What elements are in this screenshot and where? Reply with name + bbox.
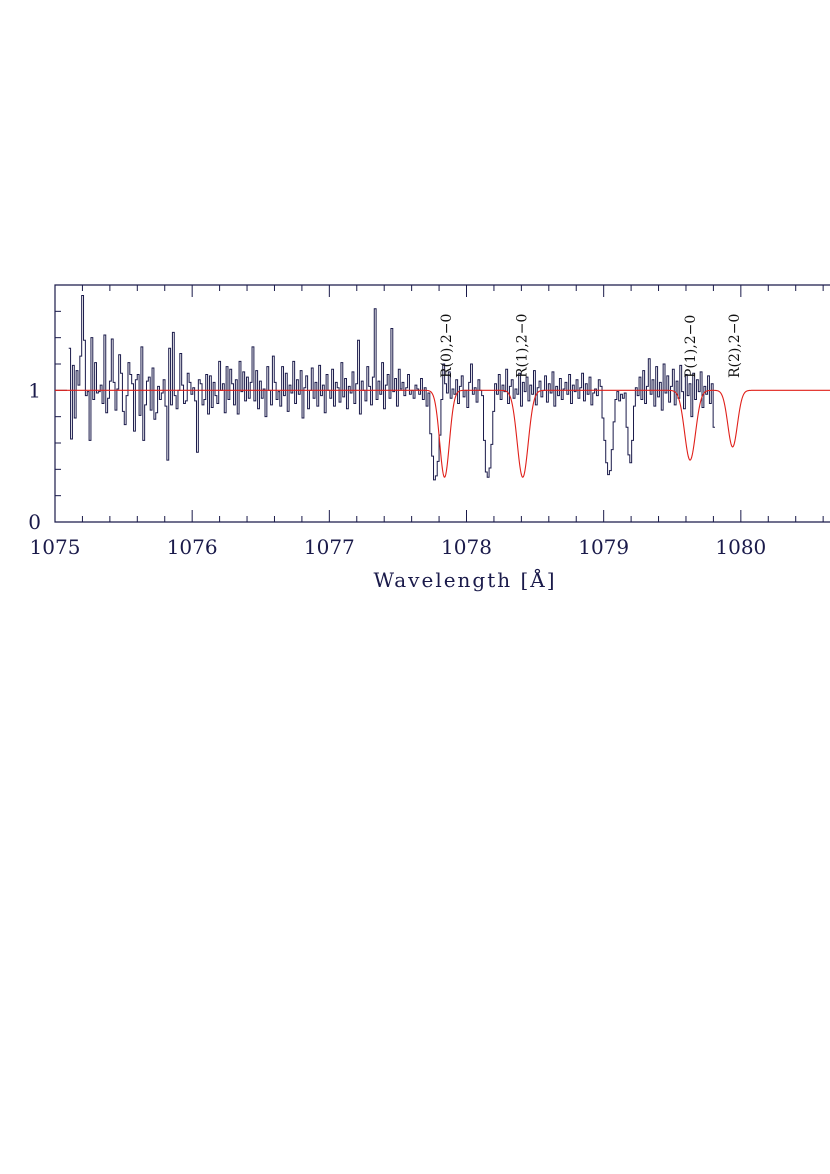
line-label: R(1),2−0 [514, 314, 530, 378]
model-series [55, 389, 830, 478]
line-label: R(2),2−0 [727, 314, 743, 378]
x-tick-label: 1075 [30, 535, 81, 559]
observed-spectrum-line [68, 295, 715, 481]
x-axis-title: Wavelength [Å] [373, 567, 556, 592]
axes-box [54, 284, 830, 523]
data-series [68, 295, 715, 481]
line-annotations: R(0),2−0 R(1),2−0 P(1),2−0 R(2),2−0 [439, 314, 743, 378]
x-tick-label: 1077 [304, 535, 355, 559]
x-tick-labels: 1075 1076 1077 1078 1079 1080 [30, 535, 767, 559]
model-fit-line [55, 389, 830, 478]
y-tick-labels: 01 [28, 378, 41, 534]
y-tick-label: 0 [28, 510, 41, 534]
y-ticks [55, 284, 67, 523]
x-tick-label: 1076 [167, 535, 218, 559]
plot-frame [54, 284, 830, 523]
x-tick-label: 1080 [715, 535, 766, 559]
x-tick-label: 1078 [441, 535, 492, 559]
x-ticks [54, 285, 824, 522]
line-label: P(1),2−0 [683, 315, 699, 378]
x-tick-label: 1079 [578, 535, 629, 559]
y-tick-label: 1 [28, 378, 41, 402]
line-label: R(0),2−0 [439, 314, 455, 378]
